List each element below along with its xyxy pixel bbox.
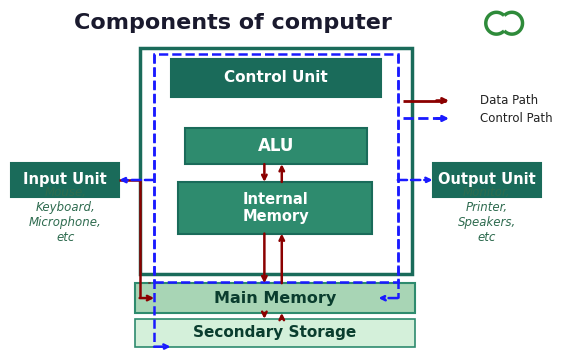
Text: Data Path: Data Path <box>480 94 538 107</box>
Text: Output Unit: Output Unit <box>438 173 536 188</box>
FancyBboxPatch shape <box>11 163 119 197</box>
Text: Control Unit: Control Unit <box>224 70 328 85</box>
Text: Main Memory: Main Memory <box>214 290 336 305</box>
Text: Secondary Storage: Secondary Storage <box>193 325 357 340</box>
FancyBboxPatch shape <box>185 129 367 164</box>
Text: ALU: ALU <box>258 137 294 155</box>
Text: Monitor,
Printer,
Speakers,
etc: Monitor, Printer, Speakers, etc <box>458 186 516 244</box>
Text: Control Path: Control Path <box>480 112 553 125</box>
Text: Mouse,
Keyboard,
Microphone,
etc: Mouse, Keyboard, Microphone, etc <box>29 186 102 244</box>
FancyBboxPatch shape <box>135 319 415 347</box>
FancyBboxPatch shape <box>170 59 381 96</box>
FancyBboxPatch shape <box>140 48 412 274</box>
Text: Internal
Memory: Internal Memory <box>243 192 310 224</box>
Text: Components of computer: Components of computer <box>74 13 392 33</box>
FancyBboxPatch shape <box>135 283 415 313</box>
Text: Input Unit: Input Unit <box>23 173 107 188</box>
FancyBboxPatch shape <box>178 182 371 234</box>
FancyBboxPatch shape <box>433 163 541 197</box>
